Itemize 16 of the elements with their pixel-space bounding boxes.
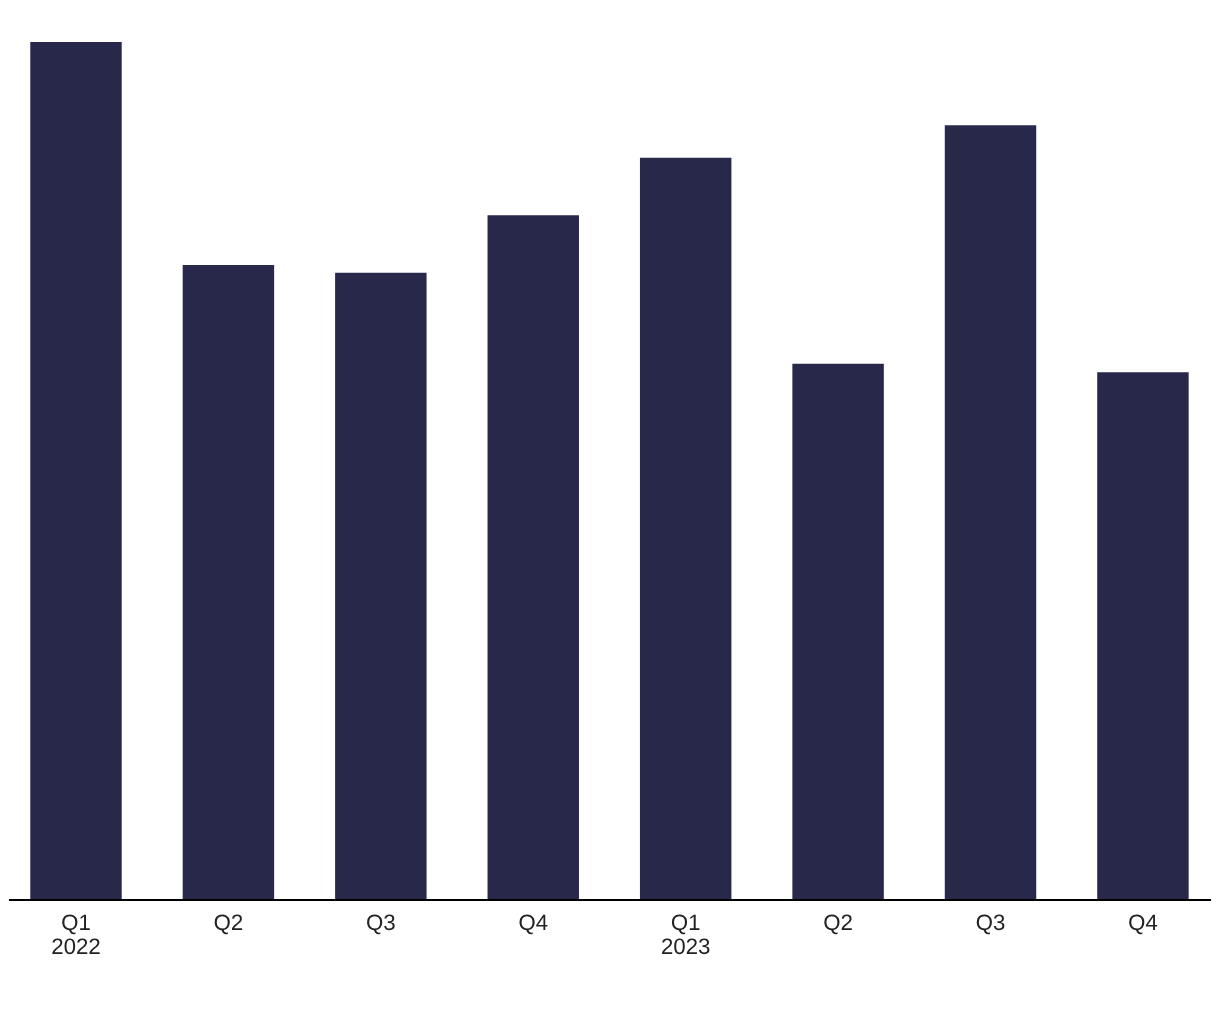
x-tick-label: Q4 <box>1129 914 1158 935</box>
bar <box>335 272 427 900</box>
x-tick-label: Q1 2022 <box>52 914 100 955</box>
bar <box>792 363 884 900</box>
x-tick-label: Q3 <box>976 914 1005 935</box>
x-tick-label: Q2 <box>214 914 243 935</box>
bar <box>1097 372 1189 900</box>
bar <box>487 215 579 900</box>
x-tick-label: Q1 2023 <box>662 914 710 955</box>
x-tick-label: Q2 <box>824 914 852 935</box>
bar <box>639 157 732 900</box>
bar <box>30 42 122 900</box>
bar <box>944 125 1037 900</box>
x-tick-label: Q3 <box>367 914 395 935</box>
x-tick-label: Q4 <box>519 914 548 935</box>
bar <box>182 265 275 900</box>
